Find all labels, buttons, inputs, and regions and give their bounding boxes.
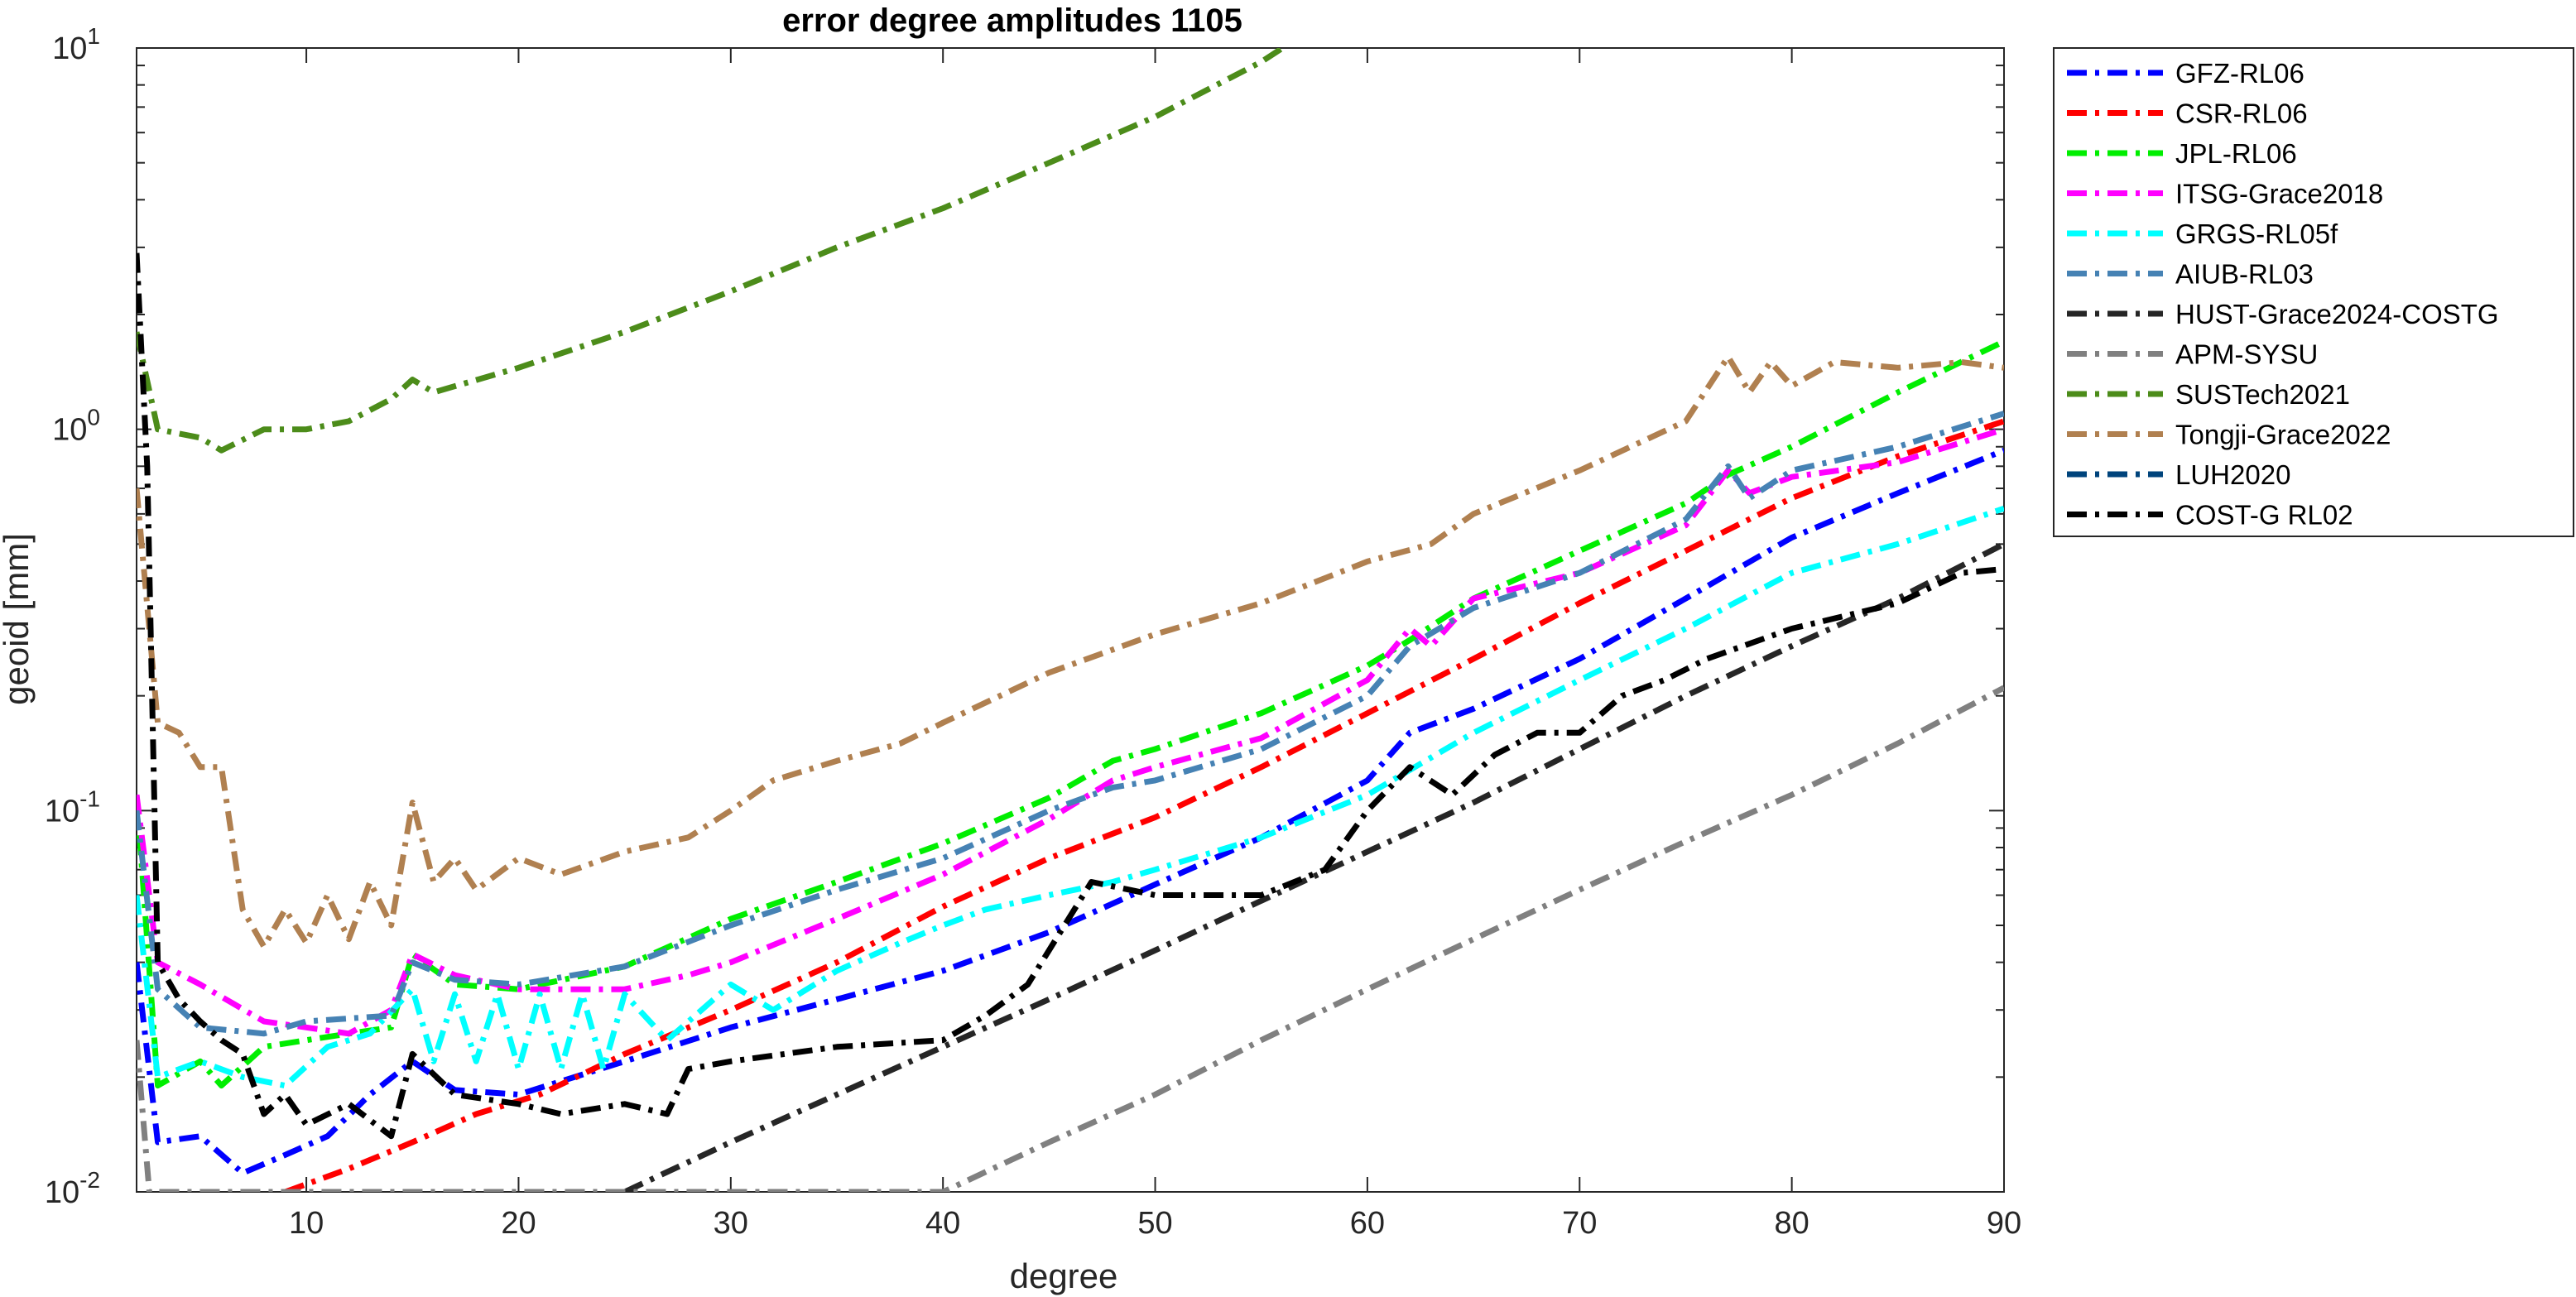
y-axis-label: geoid [mm] xyxy=(0,533,36,705)
tick-labels: 10 20 30 40 50 60 70 80 90 10-2 10-1 100 101 xyxy=(45,23,2021,1241)
x-axis-label: degree xyxy=(1010,1256,1118,1295)
series-line-7 xyxy=(137,685,2004,1192)
series-line-9 xyxy=(137,353,2004,950)
chart-title: error degree amplitudes 1105 xyxy=(782,2,1242,39)
legend-label: ITSG-Grace2018 xyxy=(2175,179,2383,209)
legend-box xyxy=(2053,47,2574,537)
series-line-4 xyxy=(137,505,2004,1089)
legend-label: APM-SYSU xyxy=(2175,339,2318,370)
y-tick-label: 10-2 xyxy=(45,1167,100,1210)
legend-label: COST-G RL02 xyxy=(2175,500,2353,531)
x-tick-label: 10 xyxy=(289,1206,324,1241)
y-tick-label: 100 xyxy=(52,405,100,448)
legend-label: LUH2020 xyxy=(2175,459,2290,490)
x-tick-label: 40 xyxy=(925,1206,960,1241)
series-line-2 xyxy=(137,339,2004,1089)
y-tick-label: 10-1 xyxy=(45,785,100,829)
legend: GFZ-RL06 CSR-RL06 JPL-RL06 ITSG-Grace2018 GR… xyxy=(2053,47,2574,537)
x-tick-label: 30 xyxy=(714,1206,748,1241)
series-line-3 xyxy=(137,426,2004,1037)
series-line-1 xyxy=(284,418,2004,1192)
series-line-5 xyxy=(137,411,2004,1037)
legend-label: HUST-Grace2024-COSTG xyxy=(2175,299,2499,329)
legend-label: GFZ-RL06 xyxy=(2175,58,2304,89)
series-layer xyxy=(137,48,2004,1192)
legend-label: Tongji-Grace2022 xyxy=(2175,420,2391,450)
x-tick-label: 70 xyxy=(1562,1206,1597,1241)
plot-area xyxy=(136,47,2005,1193)
y-tick-label: 101 xyxy=(52,23,100,66)
x-tick-label: 90 xyxy=(1987,1206,2021,1241)
legend-label: CSR-RL06 xyxy=(2175,98,2308,129)
legend-label: GRGS-RL05f xyxy=(2175,219,2338,249)
x-tick-label: 50 xyxy=(1137,1206,1172,1241)
legend-label: AIUB-RL03 xyxy=(2175,259,2314,290)
series-line-0 xyxy=(137,447,2004,1176)
legend-label: SUSTech2021 xyxy=(2175,379,2350,410)
series-line-6 xyxy=(623,541,2004,1192)
x-tick-label: 20 xyxy=(501,1206,536,1241)
series-line-8 xyxy=(137,48,1285,454)
x-tick-label: 80 xyxy=(1774,1206,1809,1241)
x-tick-label: 60 xyxy=(1350,1206,1385,1241)
series-line-11 xyxy=(137,252,2004,1140)
legend-label: JPL-RL06 xyxy=(2175,138,2297,169)
